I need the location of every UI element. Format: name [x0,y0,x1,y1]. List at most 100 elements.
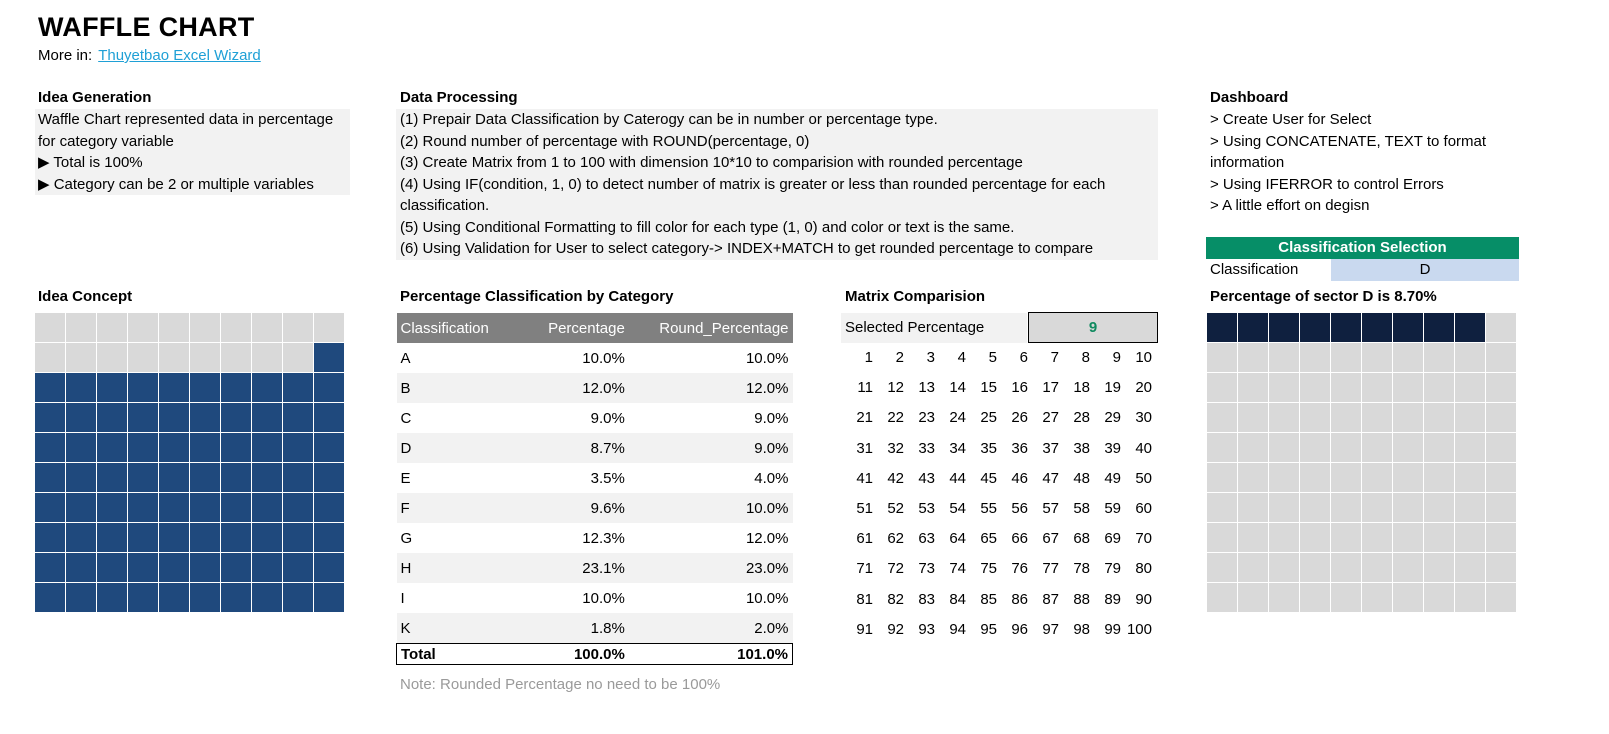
waffle-cell [66,553,96,582]
waffle-cell [252,433,282,462]
waffle-cell [1486,433,1516,462]
waffle-cell [190,433,220,462]
percentage-cell: 1.8% [516,613,629,644]
matrix-cell: 100 [1126,620,1152,638]
percentage-table-title: Percentage Classification by Category [400,288,674,305]
waffle-cell [1393,403,1423,432]
waffle-cell [1393,433,1423,462]
classification-select[interactable]: D [1331,259,1519,281]
matrix-cell: 52 [887,499,904,517]
matrix-cell: 5 [988,349,997,366]
waffle-cell [97,313,127,342]
waffle-cell [283,523,313,552]
thuyetbao-link[interactable]: Thuyetbao Excel Wizard [98,47,261,64]
waffle-cell [314,403,344,432]
matrix-cell: 24 [949,409,966,427]
matrix-cell: 69 [1104,530,1121,548]
waffle-cell [1362,343,1392,372]
waffle-cell [1486,313,1516,342]
more-in: More in: Thuyetbao Excel Wizard [38,47,261,64]
matrix-cell: 70 [1135,530,1152,548]
total-round-percentage: 101.0% [628,643,793,665]
waffle-cell [314,373,344,402]
waffle-cell [190,463,220,492]
waffle-cell [1207,523,1237,552]
matrix-cell: 40 [1135,439,1152,457]
waffle-cell [283,553,313,582]
data-processing-line: (6) Using Validation for User to select … [400,240,1094,257]
matrix-cell: 86 [1011,590,1028,608]
waffle-cell [1486,373,1516,402]
more-in-label: More in: [38,47,93,64]
waffle-cell [1424,523,1454,552]
waffle-cell [1424,553,1454,582]
waffle-cell [35,493,65,522]
waffle-cell [159,493,189,522]
matrix-cell: 22 [887,409,904,427]
waffle-cell [1362,373,1392,402]
matrix-cell: 89 [1104,590,1121,608]
matrix-cell: 17 [1042,379,1059,397]
waffle-cell [1331,583,1361,612]
waffle-cell [1269,583,1299,612]
waffle-cell [128,403,158,432]
waffle-cell [1424,403,1454,432]
data-processing-box: (1) Prepair Data Classification by Cater… [396,109,1158,260]
matrix-cell: 64 [949,530,966,548]
waffle-cell [128,373,158,402]
waffle-cell [252,523,282,552]
idea-generation-box: Waffle Chart represented data in percent… [35,109,350,195]
classification-cell: B [396,373,517,403]
waffle-cell [97,493,127,522]
waffle-cell [283,433,313,462]
waffle-cell [1300,343,1330,372]
table-row: A 10.0% 10.0% [396,343,793,373]
dashboard-line: > Using CONCATENATE, TEXT to format [1210,132,1487,150]
table-row: G 12.3% 12.0% [396,523,793,553]
waffle-cell [128,463,158,492]
waffle-cell [35,403,65,432]
matrix-cell: 21 [856,409,873,427]
matrix-cell: 53 [918,499,935,517]
matrix-cell: 16 [1011,379,1028,397]
waffle-cell [1207,553,1237,582]
waffle-cell [221,493,251,522]
round-percentage-cell: 4.0% [628,463,793,493]
matrix-cell: 4 [957,349,966,366]
classification-cell: A [396,343,517,373]
idea-concept-waffle [35,313,344,612]
waffle-cell [1331,373,1361,402]
waffle-cell [1362,523,1392,552]
waffle-cell [190,493,220,522]
matrix-cell: 45 [980,469,997,487]
matrix-cell: 28 [1073,409,1090,427]
waffle-cell [1269,343,1299,372]
round-percentage-cell: 9.0% [628,403,793,433]
matrix-cell: 49 [1104,469,1121,487]
waffle-cell [1269,463,1299,492]
table-row: D 8.7% 9.0% [396,433,793,463]
matrix-cell: 48 [1073,469,1090,487]
waffle-cell [1269,433,1299,462]
waffle-cell [252,553,282,582]
waffle-cell [1455,433,1485,462]
matrix-cell: 58 [1073,499,1090,517]
idea-generation-line: for category variable [38,132,174,150]
matrix-cell: 80 [1135,560,1152,578]
waffle-cell [190,313,220,342]
waffle-cell [221,463,251,492]
waffle-cell [1424,463,1454,492]
matrix-cell: 66 [1011,530,1028,548]
waffle-cell [159,523,189,552]
waffle-cell [1207,403,1237,432]
waffle-cell [1362,463,1392,492]
matrix-cell: 33 [918,439,935,457]
selected-percentage-label: Selected Percentage [845,319,985,336]
waffle-cell [221,523,251,552]
waffle-cell [159,583,189,612]
waffle-cell [1393,553,1423,582]
waffle-cell [221,553,251,582]
waffle-cell [1455,493,1485,522]
waffle-cell [190,583,220,612]
waffle-cell [190,403,220,432]
